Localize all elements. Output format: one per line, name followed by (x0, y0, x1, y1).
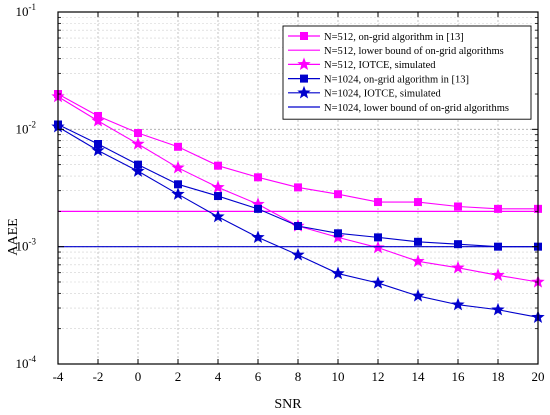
legend-label: N=1024, on-grid algorithm in [13] (324, 74, 469, 85)
y-tick-label: 10-2 (16, 119, 37, 136)
data-point (131, 164, 145, 177)
x-tick-label: 18 (492, 369, 505, 384)
data-point (254, 204, 262, 213)
data-point (451, 260, 465, 274)
x-tick-label: 2 (175, 369, 182, 384)
data-point (251, 197, 265, 210)
legend-swatch-marker (297, 85, 311, 99)
data-point (414, 237, 422, 246)
data-point (494, 204, 502, 213)
data-point (254, 173, 262, 182)
legend-swatch-marker (300, 74, 308, 83)
x-tick-label: 0 (135, 369, 142, 384)
legend-entry: N=512, on-grid algorithm in [13] (288, 32, 464, 43)
data-point (491, 302, 505, 316)
x-tick-label: 10 (332, 369, 345, 384)
data-point (291, 247, 305, 261)
legend-swatch-marker (300, 32, 308, 40)
x-tick-label: 14 (412, 369, 426, 384)
x-tick-label: 12 (372, 369, 385, 384)
legend-label: N=512, on-grid algorithm in [13] (324, 32, 464, 43)
data-point (174, 180, 182, 189)
legend-label: N=512, IOTCE, simulated (324, 60, 436, 71)
x-tick-label: 4 (215, 369, 222, 384)
data-point (454, 240, 462, 249)
data-point (171, 160, 185, 174)
x-tick-label: 6 (255, 369, 262, 384)
data-point (251, 230, 265, 244)
data-point (334, 190, 342, 199)
legend-entry: N=1024, on-grid algorithm in [13] (288, 74, 469, 85)
legend-entry: N=1024, IOTCE, simulated (288, 85, 441, 100)
data-point (414, 198, 422, 207)
x-tick-label: -2 (93, 369, 104, 384)
data-point (331, 266, 345, 280)
x-tick-label: -4 (53, 369, 64, 384)
legend-entry: N=512, lower bound of on-grid algorithms (288, 46, 504, 57)
data-point (211, 180, 225, 194)
legend-label: N=1024, IOTCE, simulated (324, 89, 441, 100)
legend-entry: N=512, IOTCE, simulated (288, 57, 436, 71)
data-point (214, 161, 222, 170)
legend-label: N=1024, lower bound of on-grid algorithm… (324, 103, 509, 114)
data-point (214, 192, 222, 201)
data-point (491, 268, 505, 281)
data-point (91, 143, 105, 157)
data-point (374, 233, 382, 242)
data-point (334, 229, 342, 238)
y-axis-title: AAEE (6, 218, 21, 255)
x-tick-label: 20 (532, 369, 545, 384)
axis-ticks: -4 -2 0 2 4 6 8 10 12 14 16 18 20 10-4 10-3 10-2 10-1 (16, 2, 545, 384)
y-tick-label: 10-4 (16, 354, 37, 371)
data-point (91, 113, 105, 127)
y-tick-label: 10-1 (16, 2, 37, 19)
data-point (134, 129, 142, 138)
x-tick-label: 8 (295, 369, 302, 384)
data-point (131, 136, 145, 150)
y-tick-label: 10-3 (16, 237, 37, 254)
data-point (294, 183, 302, 192)
data-point (371, 276, 385, 289)
x-tick-label: 16 (452, 369, 466, 384)
data-point (211, 209, 225, 223)
data-point (294, 222, 302, 231)
legend-swatch-marker (297, 57, 311, 71)
data-point (174, 142, 182, 151)
x-axis-title: SNR (274, 397, 302, 412)
data-point (374, 198, 382, 207)
data-point (171, 187, 185, 200)
data-point (454, 202, 462, 211)
data-point (451, 297, 465, 311)
legend-entry: N=1024, lower bound of on-grid algorithm… (288, 103, 509, 114)
data-point (411, 254, 425, 267)
legend-box (282, 25, 532, 120)
legend-label: N=512, lower bound of on-grid algorithms (324, 46, 504, 57)
data-point (411, 288, 425, 302)
legend: N=512, on-grid algorithm in [13] N=512, l… (282, 25, 532, 120)
